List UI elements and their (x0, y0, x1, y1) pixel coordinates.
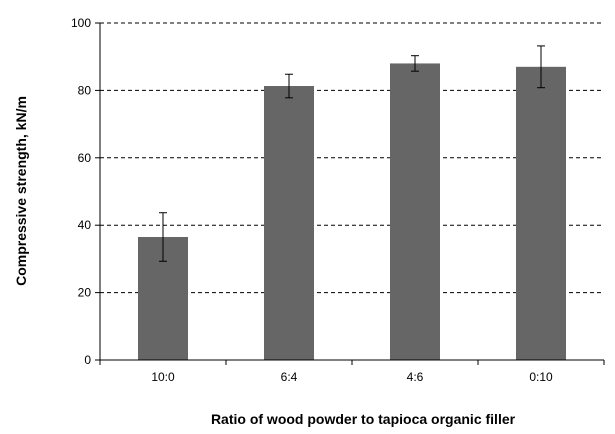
error-bar-4-6 (411, 55, 419, 72)
y-tick-label-40: 40 (78, 218, 92, 232)
y-axis-title: Compressive strength, kN/m (13, 96, 29, 286)
bar-0-10 (516, 66, 566, 360)
y-tick-label-60: 60 (78, 151, 92, 165)
x-tick-label-10-0: 10:0 (151, 370, 175, 384)
x-tick-label-0-10: 0:10 (529, 370, 553, 384)
x-axis-title: Ratio of wood powder to tapioca organic … (211, 411, 516, 427)
bar-4-6 (390, 63, 440, 360)
error-bars (159, 45, 545, 262)
x-tick-labels: 10:0 6:4 4:6 0:10 (151, 370, 553, 384)
bars (138, 63, 566, 361)
error-bar-6-4 (285, 73, 293, 99)
error-bar-0-10 (537, 45, 545, 89)
y-tick-labels: 0 20 40 60 80 100 (71, 16, 91, 367)
y-tick-label-0: 0 (84, 353, 91, 367)
y-tick-label-100: 100 (71, 16, 91, 30)
bar-6-4 (264, 86, 314, 361)
axes (95, 22, 605, 365)
y-tick-label-20: 20 (78, 286, 92, 300)
x-tick-label-6-4: 6:4 (281, 370, 298, 384)
error-bar-10-0 (159, 212, 167, 262)
x-tick-label-4-6: 4:6 (407, 370, 424, 384)
y-tick-label-80: 80 (78, 83, 92, 97)
